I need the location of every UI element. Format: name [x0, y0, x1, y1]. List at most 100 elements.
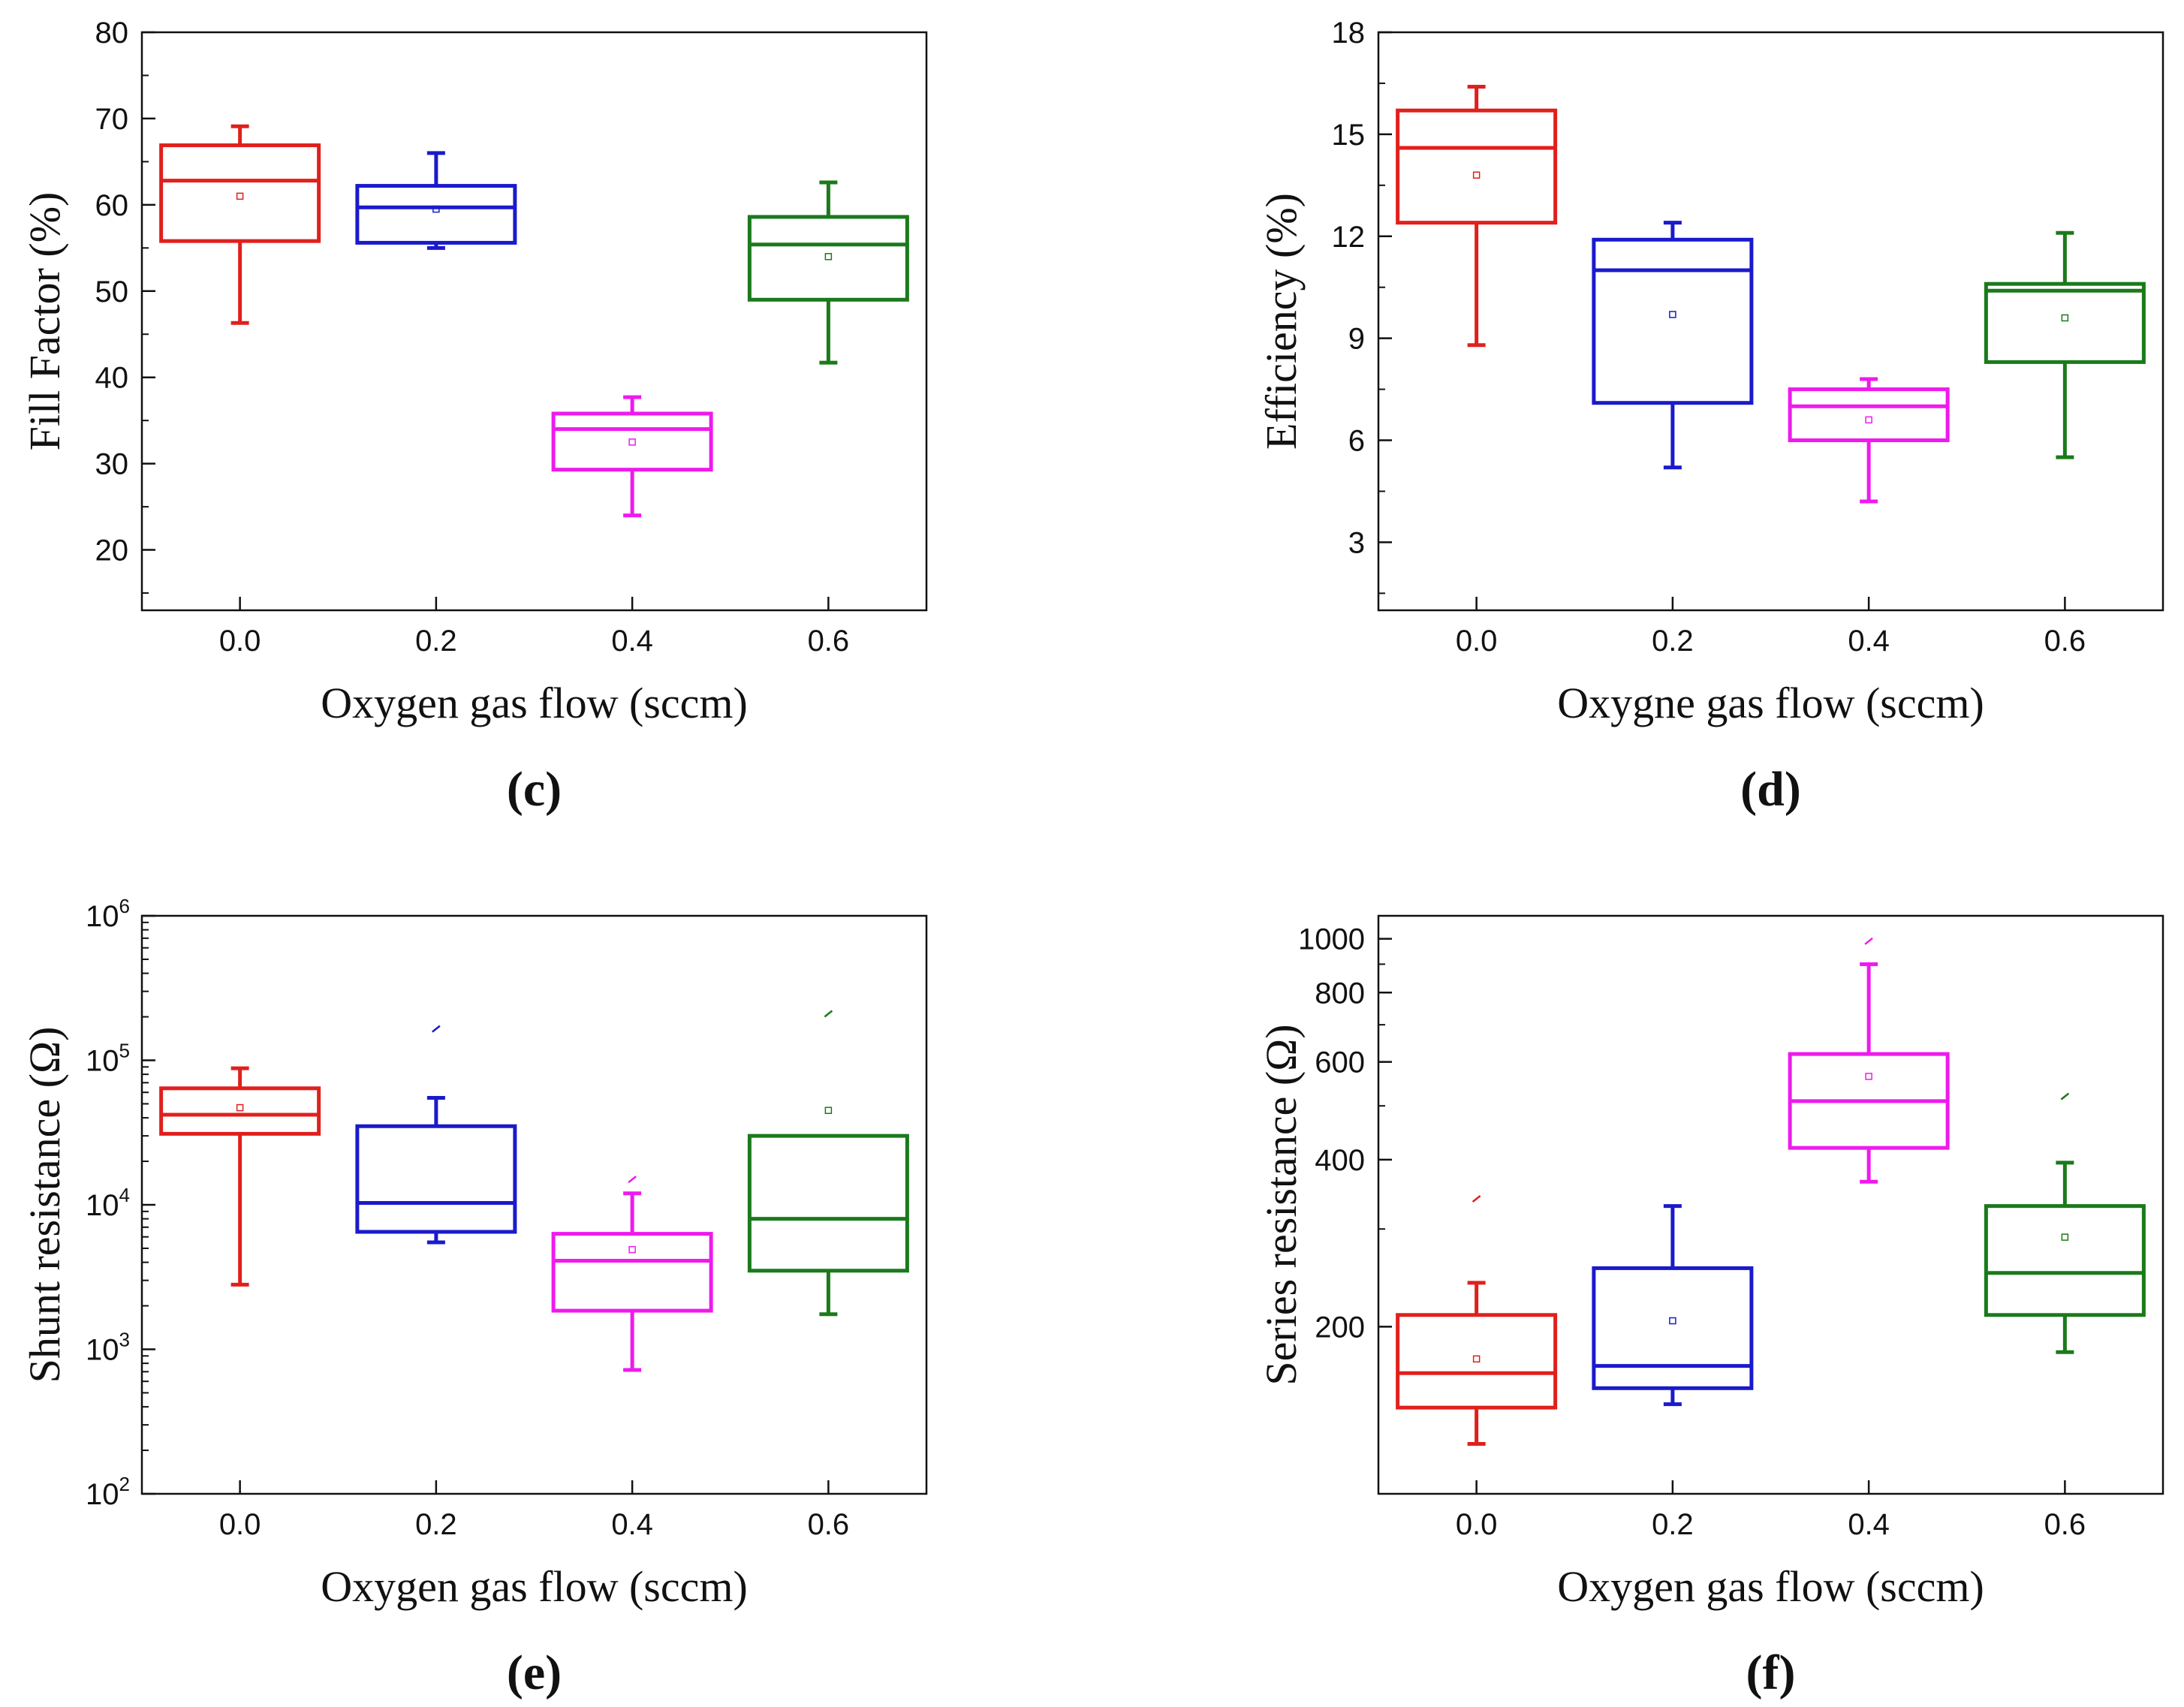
box-iqr	[159, 1086, 321, 1136]
box-iqr	[747, 1133, 909, 1273]
mean-marker	[2061, 1233, 2069, 1241]
box-0.2	[1592, 221, 1754, 470]
x-tick-label: 0.0	[219, 625, 261, 658]
box-0.2	[355, 151, 517, 250]
box-iqr	[1984, 1204, 2146, 1317]
mean-marker	[824, 1106, 833, 1115]
box-0.6	[1984, 230, 2146, 459]
mean-marker	[824, 253, 833, 260]
panel-label: (d)	[1740, 762, 1801, 817]
mean-marker	[628, 438, 636, 446]
outlier-marker	[1472, 1195, 1481, 1203]
y-tick-label: 6	[1348, 425, 1365, 458]
y-axis-title: Series resistance (Ω)	[1257, 1024, 1306, 1385]
box-0.0	[159, 1066, 321, 1287]
box-0.6	[747, 180, 909, 365]
box-0.2	[1592, 1204, 1754, 1407]
box-iqr	[551, 411, 713, 472]
mean-marker	[1472, 1355, 1481, 1363]
x-tick-label: 0.2	[1652, 1508, 1694, 1541]
y-tick-label: 60	[95, 189, 129, 222]
mean-marker	[1472, 171, 1481, 179]
y-tick-label: 40	[95, 362, 129, 395]
y-tick-label: 80	[95, 17, 129, 50]
outlier-marker	[628, 1176, 637, 1184]
tick-base: 10	[86, 900, 119, 933]
y-tick-label: 800	[1315, 977, 1365, 1010]
box-iqr	[355, 184, 517, 245]
mean-marker	[1865, 1073, 1872, 1080]
y-tick-label: 30	[95, 448, 129, 481]
box-iqr	[1592, 1266, 1754, 1390]
mean-marker	[628, 1245, 636, 1254]
x-tick-label: 0.2	[1652, 625, 1694, 658]
box-0.6	[1984, 1092, 2146, 1354]
y-tick-label: 18	[1332, 17, 1366, 50]
mean-marker	[236, 192, 244, 200]
y-tick-label: 70	[95, 103, 129, 136]
box-iqr	[1396, 108, 1558, 225]
x-tick-label: 0.6	[808, 625, 850, 658]
outlier-marker	[824, 1010, 833, 1018]
y-tick-label: 105	[86, 1040, 130, 1078]
box-iqr	[355, 1124, 517, 1234]
x-tick-label: 0.0	[1456, 625, 1498, 658]
box-0.6	[747, 1010, 909, 1317]
tick-exponent: 5	[119, 1040, 130, 1062]
x-tick-label: 0.0	[1456, 1508, 1498, 1541]
mean-marker	[1669, 311, 1676, 318]
box-iqr	[1592, 237, 1754, 405]
y-tick-label: 12	[1332, 221, 1366, 254]
y-axis-title: Fill Factor (%)	[20, 192, 69, 451]
box-iqr	[551, 1232, 713, 1313]
tick-base: 10	[86, 1334, 119, 1367]
box-0.0	[1396, 84, 1558, 348]
y-axis-title: Shunt resistance (Ω)	[20, 1027, 69, 1383]
box-0.4	[1788, 937, 1950, 1184]
chart-panel-c: 20 30 40 50 60 70 80 0.0 0.2 0.4 0.6 Oxygen gas flo…	[20, 17, 928, 817]
y-tick-label: 600	[1315, 1046, 1365, 1079]
y-tick-label: 103	[86, 1329, 130, 1367]
box-iqr	[747, 215, 909, 302]
plot-frame	[140, 914, 928, 1495]
box-iqr	[159, 143, 321, 243]
y-tick-label: 102	[86, 1473, 130, 1511]
box-iqr	[1396, 1313, 1558, 1410]
y-tick-label: 200	[1315, 1311, 1365, 1344]
panel-label: (f)	[1746, 1645, 1796, 1700]
outlier-marker	[1864, 937, 1873, 945]
y-tick-label: 106	[86, 895, 130, 933]
x-axis-title: Oxygen gas flow (sccm)	[1557, 1562, 1984, 1611]
y-tick-label: 104	[86, 1184, 130, 1222]
x-tick-label: 0.4	[611, 1508, 653, 1541]
box-0.2	[355, 1025, 517, 1245]
box-0.4	[551, 1176, 713, 1372]
y-tick-label: 20	[95, 534, 129, 567]
x-tick-label: 0.6	[808, 1508, 850, 1541]
x-tick-label: 0.0	[219, 1508, 261, 1541]
chart-panel-d: 3 6 9 12 15 18 0.0 0.2 0.4 0.6 Oxygne gas flow (sc…	[1257, 17, 2164, 817]
mean-marker	[236, 1103, 244, 1112]
x-axis-title: Oxygen gas flow (sccm)	[321, 1562, 748, 1611]
x-tick-label: 0.2	[415, 1508, 457, 1541]
tick-exponent: 6	[119, 895, 130, 917]
tick-exponent: 4	[119, 1184, 130, 1206]
y-axis-title: Efficiency (%)	[1257, 193, 1306, 450]
tick-base: 10	[86, 1045, 119, 1078]
y-tick-label: 50	[95, 275, 129, 309]
mean-marker	[1865, 416, 1872, 424]
x-tick-label: 0.2	[415, 625, 457, 658]
y-tick-label: 400	[1315, 1144, 1365, 1177]
x-tick-label: 0.6	[2044, 1508, 2086, 1541]
y-tick-label: 9	[1348, 323, 1365, 356]
mean-marker	[2061, 314, 2069, 322]
x-tick-label: 0.4	[611, 625, 653, 658]
mean-marker	[1669, 1317, 1676, 1325]
plot-frame	[1377, 31, 2164, 612]
box-0.0	[1396, 1195, 1558, 1447]
box-0.4	[551, 395, 713, 518]
box-iqr	[1788, 387, 1950, 443]
panel-label: (c)	[507, 762, 562, 817]
tick-exponent: 3	[119, 1329, 130, 1351]
